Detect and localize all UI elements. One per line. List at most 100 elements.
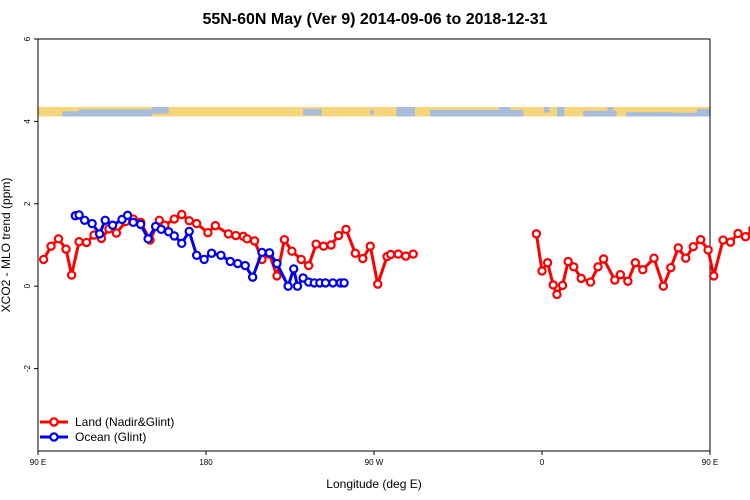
series-land-point	[66, 270, 77, 280]
series-land-point	[74, 237, 84, 247]
map-strip-ocean	[79, 109, 152, 117]
series-land-point	[272, 271, 282, 281]
map-strip-ocean	[626, 112, 673, 117]
series-land-point	[681, 253, 691, 263]
series-land-point	[341, 224, 351, 235]
series-ocean-point	[87, 218, 97, 229]
series-ocean-point	[320, 278, 331, 288]
series-land-point	[61, 244, 71, 254]
series-ocean-point	[206, 248, 217, 258]
series-land-point	[623, 276, 633, 286]
legend-land-marker	[49, 417, 59, 427]
x-axis-label: Longitude (deg E)	[326, 477, 421, 491]
series-land-point	[688, 241, 698, 252]
map-strip-ocean	[370, 110, 374, 115]
series-land-point	[231, 230, 241, 241]
world-map-strip	[38, 106, 710, 117]
series-land-point	[649, 253, 659, 263]
series-ocean-point	[79, 215, 90, 225]
series-land-point	[709, 271, 719, 281]
series-land-point	[373, 279, 383, 289]
legend-ocean-marker	[49, 432, 59, 442]
map-strip-ocean	[62, 111, 80, 117]
series-ocean-point	[272, 258, 282, 269]
y-axis-label: XCO2 - MLO trend (ppm)	[0, 178, 13, 313]
map-strip-ocean	[607, 106, 613, 112]
x-tick-label: 90 E	[30, 458, 46, 467]
series-land-point	[703, 245, 713, 255]
series-land-point	[658, 281, 669, 291]
series-land-point	[111, 228, 122, 238]
series-land-point	[585, 277, 596, 287]
series-land-point	[666, 262, 676, 273]
series-land-point	[695, 234, 706, 245]
series-ocean-point	[143, 234, 153, 244]
series-land-point	[169, 214, 179, 224]
series-land-point	[81, 237, 92, 248]
series-land-point	[673, 243, 683, 253]
series-ocean-point	[191, 250, 202, 260]
series-land-point	[223, 229, 234, 239]
series-land-point	[350, 248, 361, 258]
series-ocean-point	[289, 264, 299, 274]
series-ocean-point	[283, 281, 293, 291]
series-ocean-point	[247, 272, 258, 282]
series-land-point	[563, 256, 573, 267]
series-land-point	[393, 249, 403, 259]
series-land-point	[38, 254, 49, 265]
series-ocean-point	[292, 281, 303, 291]
y-tick-label: 0	[23, 283, 32, 288]
series-ocean-point	[216, 250, 226, 260]
map-strip-ocean	[151, 106, 169, 114]
series-land-point	[537, 266, 547, 276]
series-land-point	[303, 260, 314, 271]
y-axis: -2 0 2 4 6	[23, 36, 38, 372]
series-land-point	[531, 229, 542, 239]
map-strip-ocean	[654, 112, 701, 117]
series-ocean-point	[264, 248, 275, 258]
x-tick-label: 180	[199, 458, 213, 467]
series-land-point	[318, 241, 329, 251]
series-land-point	[279, 234, 290, 245]
series-ocean-point	[135, 219, 146, 230]
series-land	[38, 209, 750, 300]
series-land-point	[552, 289, 562, 300]
series-land-point	[287, 246, 297, 256]
series-ocean-point	[257, 247, 267, 258]
x-tick-label: 90 E	[702, 458, 718, 467]
series-ocean	[70, 210, 349, 291]
series-land-point	[365, 241, 375, 251]
series-land-point	[53, 234, 64, 244]
series-land-point	[542, 258, 553, 268]
series-land-point	[46, 241, 56, 251]
map-strip-ocean	[696, 108, 710, 117]
series-ocean-point	[339, 278, 349, 288]
series-land-point	[733, 228, 743, 239]
map-strip-ocean	[583, 110, 617, 117]
series-land-point	[718, 235, 728, 245]
x-tick-label: 90 W	[365, 458, 384, 467]
series-land-point	[408, 249, 418, 259]
y-tick-label: 6	[23, 36, 32, 41]
series-ocean-point	[328, 278, 338, 288]
series-land-point	[191, 218, 202, 229]
series-land-point	[610, 275, 620, 285]
series-land-point	[401, 251, 411, 261]
series-layer	[38, 209, 750, 300]
series-land-point	[358, 253, 368, 264]
series-land-point	[615, 269, 626, 280]
map-strip-ocean	[499, 106, 511, 112]
series-land-point	[177, 209, 187, 220]
series-land-point	[638, 265, 648, 275]
series-ocean-point	[184, 226, 194, 237]
y-tick-label: 4	[23, 119, 32, 124]
x-tick-label: 0	[540, 458, 545, 467]
map-strip-ocean	[430, 109, 524, 117]
legend-land-label: Land (Nadir&Glint)	[75, 415, 174, 429]
series-ocean-point	[225, 256, 235, 267]
series-ocean-point	[122, 210, 133, 221]
map-strip-ocean	[556, 106, 565, 117]
series-land-point	[548, 280, 558, 290]
series-land-point	[296, 254, 306, 265]
